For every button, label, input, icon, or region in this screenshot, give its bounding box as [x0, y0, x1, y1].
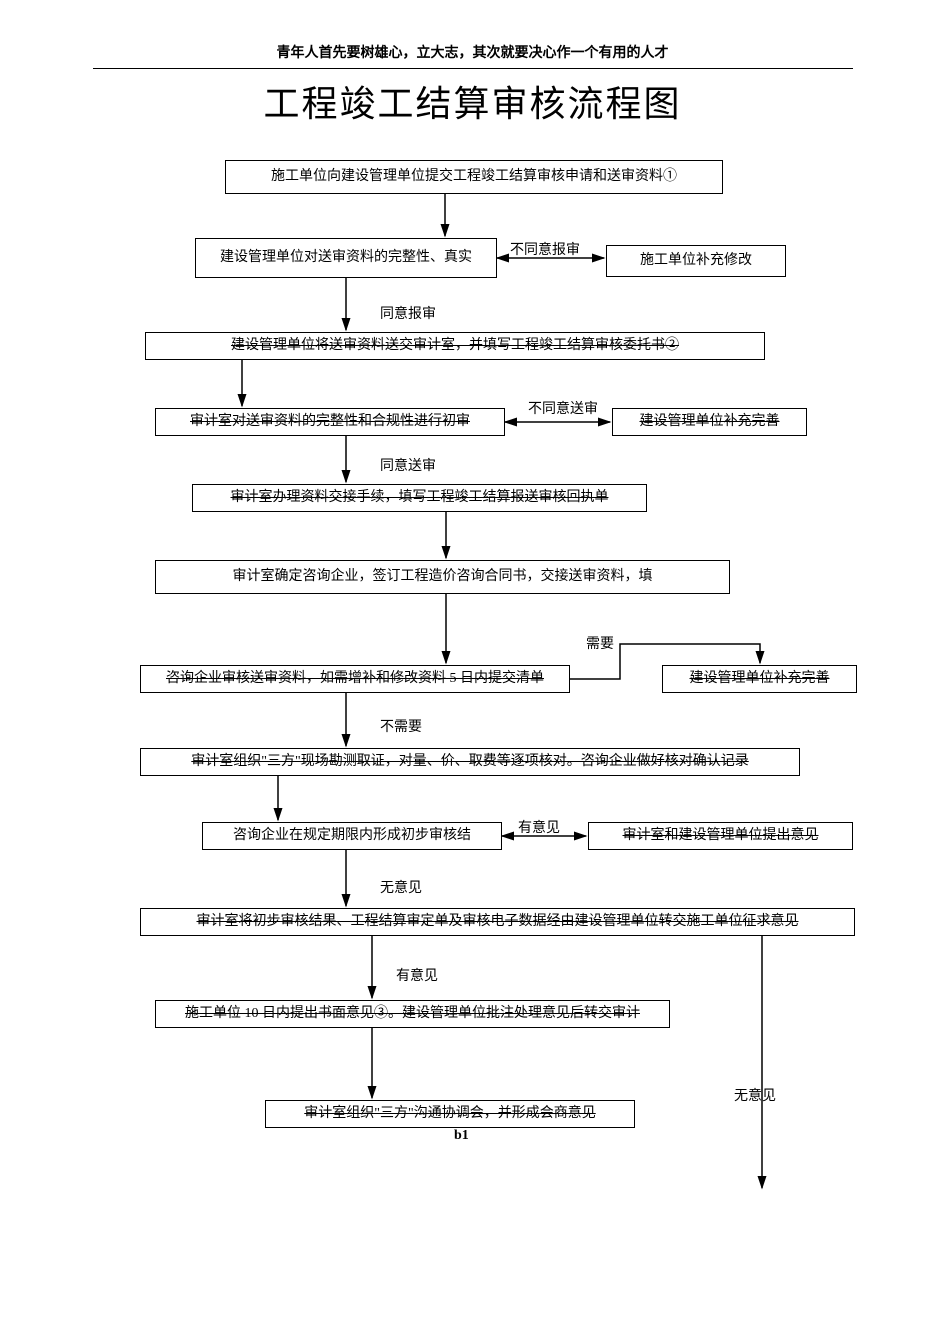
node-written-opinion: 施工单位 10 日内提出书面意见③。建设管理单位批注处理意见后转交审计 — [155, 1000, 670, 1028]
node-handover-receipt: 审计室办理资料交接手续，填写工程竣工结算报送审核回执单 — [192, 484, 647, 512]
node-raise-opinion: 审计室和建设管理单位提出意见 — [588, 822, 853, 850]
label-agree-report: 同意报审 — [380, 303, 436, 323]
node-supplement-modify: 施工单位补充修改 — [606, 245, 786, 277]
node-consultant-review: 咨询企业审核送审资料，如需增补和修改资料 5 日内提交清单 — [140, 665, 570, 693]
node-check-completeness: 建设管理单位对送审资料的完整性、真实 — [195, 238, 497, 278]
node-site-survey: 审计室组织"三方"现场勘测取证，对量、价、取费等逐项核对。咨询企业做好核对确认记… — [140, 748, 800, 776]
label-no-need: 不需要 — [380, 716, 422, 736]
flowchart-stage: 施工单位向建设管理单位提交工程竣工结算审核申请和送审资料① 建设管理单位对送审资… — [0, 0, 945, 1337]
node-send-to-audit: 建设管理单位将送审资料送交审计室，并填写工程竣工结算审核委托书② — [145, 332, 765, 360]
page-footer: b1 — [454, 1128, 469, 1144]
node-forward-opinion: 审计室将初步审核结果、工程结算审定单及审核电子数据经由建设管理单位转交施工单位征… — [140, 908, 855, 936]
label-agree-send: 同意送审 — [380, 455, 436, 475]
label-disagree-report: 不同意报审 — [510, 239, 580, 259]
label-need: 需要 — [586, 633, 614, 653]
label-has-opinion-1: 有意见 — [518, 817, 560, 837]
node-determine-consultant: 审计室确定咨询企业，签订工程造价咨询合同书，交接送审资料，填 — [155, 560, 730, 594]
label-has-opinion-2: 有意见 — [396, 965, 438, 985]
node-submit-application: 施工单位向建设管理单位提交工程竣工结算审核申请和送审资料① — [225, 160, 723, 194]
label-disagree-send: 不同意送审 — [528, 398, 598, 418]
node-mgmt-supplement-1: 建设管理单位补充完善 — [612, 408, 807, 436]
label-no-opinion-2: 无意见 — [734, 1085, 776, 1105]
node-preliminary-result: 咨询企业在规定期限内形成初步审核结 — [202, 822, 502, 850]
label-no-opinion-1: 无意见 — [380, 877, 422, 897]
node-coordination-meeting: 审计室组织"三方"沟通协调会，并形成会商意见 — [265, 1100, 635, 1128]
node-mgmt-supplement-2: 建设管理单位补充完善 — [662, 665, 857, 693]
node-initial-review: 审计室对送审资料的完整性和合规性进行初审 — [155, 408, 505, 436]
